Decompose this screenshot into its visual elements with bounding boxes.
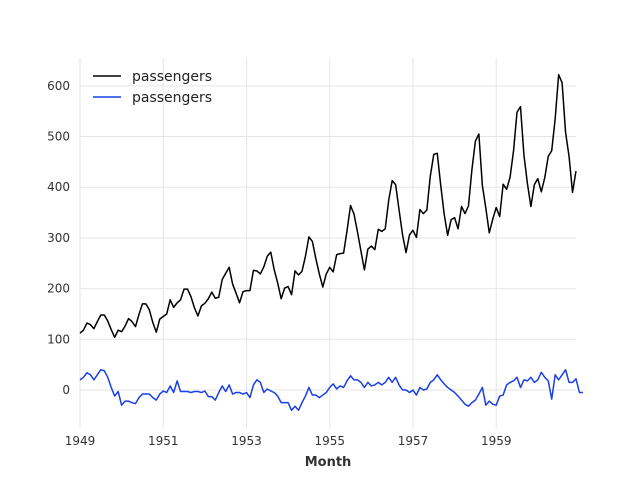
x-axis-title: Month bbox=[305, 455, 352, 470]
y-tick-label: 0 bbox=[62, 383, 70, 397]
x-tick-label: 1953 bbox=[231, 434, 262, 448]
y-tick-label: 100 bbox=[47, 332, 70, 346]
x-tick-label: 1951 bbox=[148, 434, 179, 448]
y-tick-label: 300 bbox=[47, 231, 70, 245]
x-tick-label: 1957 bbox=[398, 434, 429, 448]
x-tick-label: 1959 bbox=[481, 434, 512, 448]
y-tick-labels: 0 100 200 300 400 500 600 bbox=[47, 79, 70, 397]
y-tick-label: 200 bbox=[47, 282, 70, 296]
x-tick-labels: 1949 1951 1953 1955 1957 1959 bbox=[65, 434, 512, 448]
legend-label-series-1: passengers bbox=[132, 69, 212, 85]
y-tick-label: 600 bbox=[47, 79, 70, 93]
y-tick-label: 500 bbox=[47, 130, 70, 144]
legend: passengers passengers bbox=[93, 69, 212, 106]
y-tick-label: 400 bbox=[47, 180, 70, 194]
x-tick-label: 1955 bbox=[314, 434, 345, 448]
legend-label-series-2: passengers bbox=[132, 90, 212, 106]
x-tick-label: 1949 bbox=[65, 434, 96, 448]
series-lines bbox=[79, 73, 583, 412]
grid-lines bbox=[79, 58, 576, 428]
series-line-2 bbox=[79, 368, 583, 412]
series-line-1 bbox=[79, 73, 577, 339]
